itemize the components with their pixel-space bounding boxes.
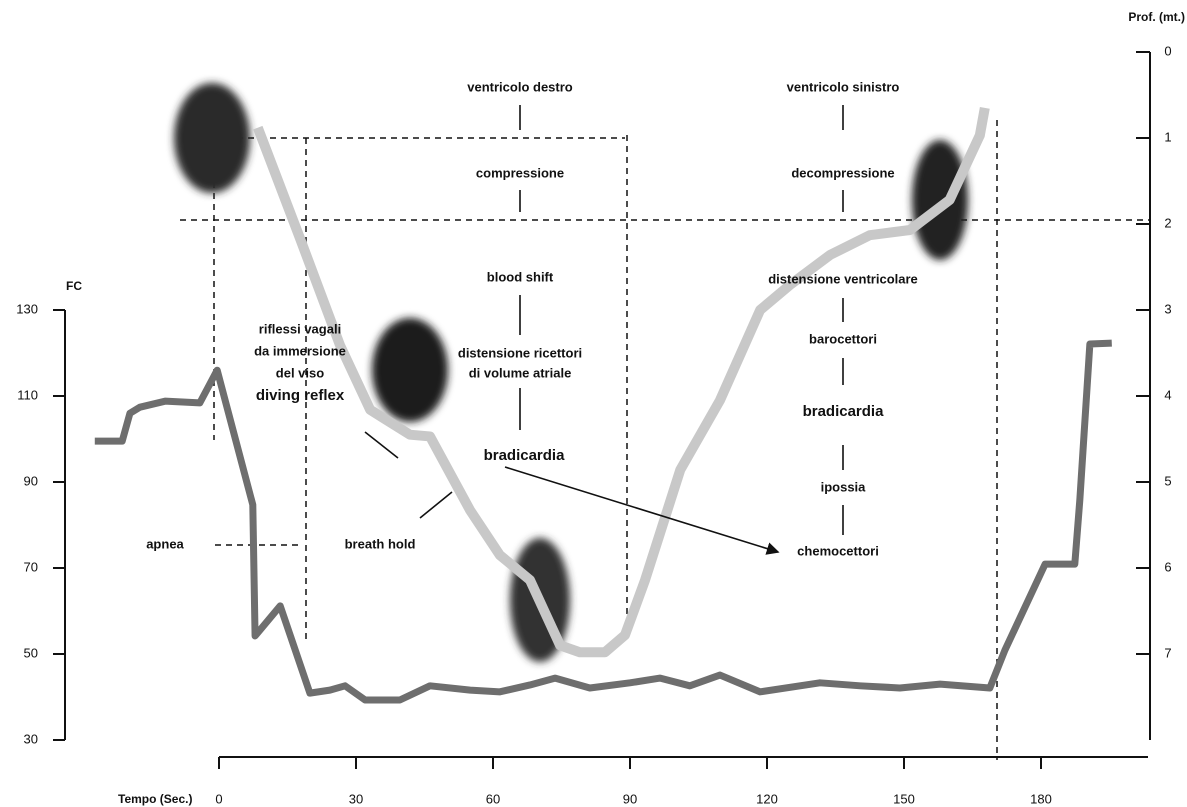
y-axis-label: FC: [66, 279, 82, 293]
y2-tick-label: 2: [1164, 215, 1171, 230]
x-tick-label: 0: [215, 791, 222, 806]
annotation: barocettori: [809, 331, 877, 346]
x-tick-label: 60: [486, 791, 500, 806]
annotation: di volume atriale: [469, 365, 572, 380]
annotation: ventricolo sinistro: [787, 79, 900, 94]
y2-tick-label: 0: [1164, 43, 1171, 58]
y-tick-label: 90: [24, 473, 38, 488]
annotation: ventricolo destro: [467, 79, 573, 94]
annotation: bradicardia: [803, 403, 885, 420]
x-tick-label: 90: [623, 791, 637, 806]
annotation: da immersione: [254, 343, 346, 358]
x-tick-label: 180: [1030, 791, 1052, 806]
y-tick-label: 110: [17, 387, 38, 402]
annotation: ipossia: [821, 479, 867, 494]
x-tick-label: 150: [893, 791, 915, 806]
photos: [174, 83, 968, 662]
series-layer: [94, 107, 1112, 704]
annotation: decompressione: [791, 165, 894, 180]
y-tick-label: 70: [24, 559, 38, 574]
annotation: compressione: [476, 165, 564, 180]
dashed-guides: [180, 120, 1150, 760]
annotation: del viso: [276, 365, 324, 380]
x-tick-label: 30: [349, 791, 363, 806]
annotation: riflessi vagali: [259, 321, 341, 336]
annotation: distensione ricettori: [458, 345, 582, 360]
y2-tick-label: 7: [1164, 645, 1171, 660]
y-tick-label: 130: [16, 301, 38, 316]
annotation: bradicardia: [484, 447, 566, 464]
y-tick-label: 30: [24, 731, 38, 746]
y2-tick-label: 6: [1164, 559, 1171, 574]
series-line: [253, 107, 990, 658]
annotation: breath hold: [345, 536, 416, 551]
arrows: [364, 105, 844, 552]
series-line: [94, 339, 1112, 704]
annotation: diving reflex: [256, 387, 345, 404]
annotation: blood shift: [487, 269, 554, 284]
annotation: chemocettori: [797, 543, 879, 558]
annotation: apnea: [146, 536, 184, 551]
x-axis-label: Tempo (Sec.): [118, 792, 192, 806]
annotation: distensione ventricolare: [768, 271, 918, 286]
y-tick-label: 50: [24, 645, 38, 660]
y2-tick-label: 1: [1164, 129, 1171, 144]
y2-tick-label: 3: [1164, 301, 1171, 316]
x-tick-label: 120: [756, 791, 778, 806]
y2-axis-label: Prof. (mt.): [1128, 10, 1185, 24]
y2-tick-label: 4: [1164, 387, 1171, 402]
y2-tick-label: 5: [1164, 473, 1171, 488]
